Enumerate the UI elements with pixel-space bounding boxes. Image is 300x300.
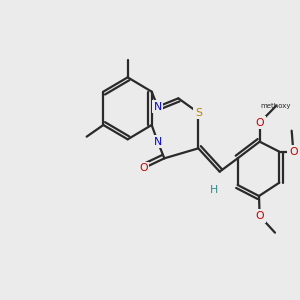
Text: O: O: [255, 118, 264, 128]
Text: N: N: [154, 137, 162, 147]
Text: S: S: [195, 108, 202, 118]
Text: H: H: [210, 185, 218, 195]
Text: O: O: [255, 211, 264, 221]
Text: N: N: [154, 102, 162, 112]
Text: O: O: [289, 147, 298, 157]
Text: O: O: [139, 163, 148, 173]
Text: methoxy: methoxy: [261, 103, 291, 109]
